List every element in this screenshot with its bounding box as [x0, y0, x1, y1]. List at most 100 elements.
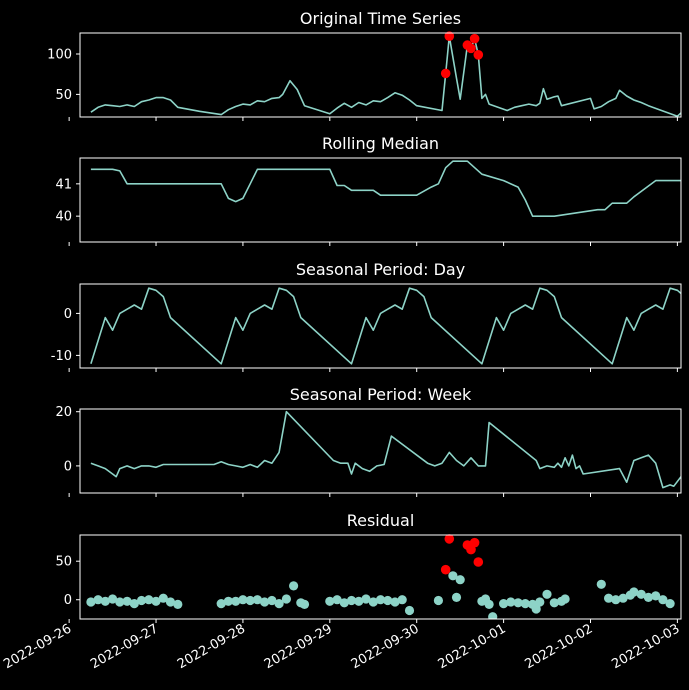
data-point: [535, 597, 545, 607]
subplot-2: Rolling Median 40 41: [55, 134, 682, 246]
anomaly-marker: [466, 43, 476, 54]
data-point: [238, 595, 248, 605]
data-point: [611, 595, 621, 605]
data-point: [339, 598, 349, 608]
data-point: [231, 596, 241, 606]
data-point: [488, 612, 498, 619]
data-point: [455, 575, 465, 585]
axes-frame: [79, 32, 682, 118]
data-point: [448, 571, 458, 581]
anomaly-marker: [473, 50, 484, 60]
subplot-title: Rolling Median: [322, 134, 439, 153]
data-point: [144, 595, 154, 605]
data-point: [651, 591, 661, 601]
data-point: [289, 581, 299, 591]
data-point: [332, 595, 342, 605]
data-point: [165, 597, 176, 607]
subplot-4: Seasonal Period: Week 0 20: [55, 385, 682, 497]
plot-area: [90, 35, 681, 117]
data-point: [542, 589, 552, 599]
data-point: [281, 594, 291, 604]
subplot-title: Seasonal Period: Day: [296, 260, 465, 279]
y-tick-label: 41: [55, 177, 72, 192]
data-point: [100, 596, 110, 606]
anomaly-marker: [444, 534, 455, 544]
data-point: [115, 597, 125, 607]
subplot-1: Original Time Series 50 100: [47, 9, 682, 121]
y-tick-label: 0: [64, 307, 72, 322]
data-point: [216, 599, 226, 609]
data-point: [658, 595, 668, 605]
data-point: [93, 595, 103, 605]
y-tick-label: -10: [51, 349, 72, 364]
axes-frame: [79, 534, 682, 620]
y-tick-label: 0: [64, 593, 72, 608]
data-point: [299, 599, 310, 610]
data-point: [520, 599, 530, 609]
data-point: [267, 595, 277, 606]
y-tick-label: 20: [55, 405, 72, 420]
data-point: [433, 595, 443, 606]
series-line: [90, 287, 681, 365]
plot-area: [86, 571, 675, 619]
plot-area: [90, 160, 681, 217]
subplot-title: Original Time Series: [300, 9, 461, 28]
anomaly-marker: [473, 557, 484, 567]
series-line: [90, 160, 681, 217]
data-point: [596, 579, 606, 589]
anomaly-marker: [469, 33, 480, 44]
data-point: [618, 593, 628, 603]
data-point: [260, 597, 270, 607]
data-point: [629, 587, 639, 597]
anomaly-marker: [444, 31, 455, 41]
data-point: [375, 595, 386, 605]
subplot-3: Seasonal Period: Day -10 0: [51, 260, 682, 372]
anomaly-marker: [440, 68, 451, 79]
data-point: [274, 599, 284, 609]
data-point: [129, 599, 139, 609]
data-point: [451, 592, 462, 603]
data-point: [354, 596, 364, 606]
data-point: [484, 599, 494, 610]
data-point: [397, 595, 407, 605]
data-point: [665, 599, 675, 609]
data-point: [346, 595, 357, 606]
data-point: [325, 596, 335, 606]
anomaly-marker: [440, 564, 451, 575]
data-point: [151, 596, 161, 606]
data-point: [86, 597, 96, 607]
plot-area: [90, 410, 681, 489]
axes-frame: [79, 283, 682, 369]
data-point: [173, 599, 183, 610]
data-point: [643, 592, 654, 603]
series-line: [90, 410, 681, 489]
data-point: [361, 594, 371, 604]
data-point: [383, 595, 393, 606]
data-point: [604, 593, 614, 603]
data-point: [245, 595, 255, 606]
y-tick-label: 50: [55, 555, 72, 570]
y-tick-label: 0: [64, 459, 72, 474]
data-point: [108, 594, 118, 604]
data-point: [368, 597, 378, 607]
data-point: [136, 595, 147, 606]
data-point: [252, 595, 262, 605]
anomaly-marker: [469, 537, 480, 548]
data-point: [390, 597, 400, 607]
data-point: [223, 596, 233, 606]
data-point: [560, 594, 570, 604]
subplot-title: Residual: [347, 511, 415, 530]
data-point: [499, 599, 509, 609]
axes-frame: [79, 157, 682, 243]
y-tick-label: 100: [47, 48, 72, 63]
plot-area: [90, 287, 681, 365]
data-point: [122, 596, 132, 606]
data-point: [404, 605, 415, 616]
data-point: [513, 598, 523, 608]
axes-frame: [79, 408, 682, 494]
data-point: [506, 597, 516, 607]
series-line: [90, 35, 681, 117]
data-point: [636, 589, 646, 599]
